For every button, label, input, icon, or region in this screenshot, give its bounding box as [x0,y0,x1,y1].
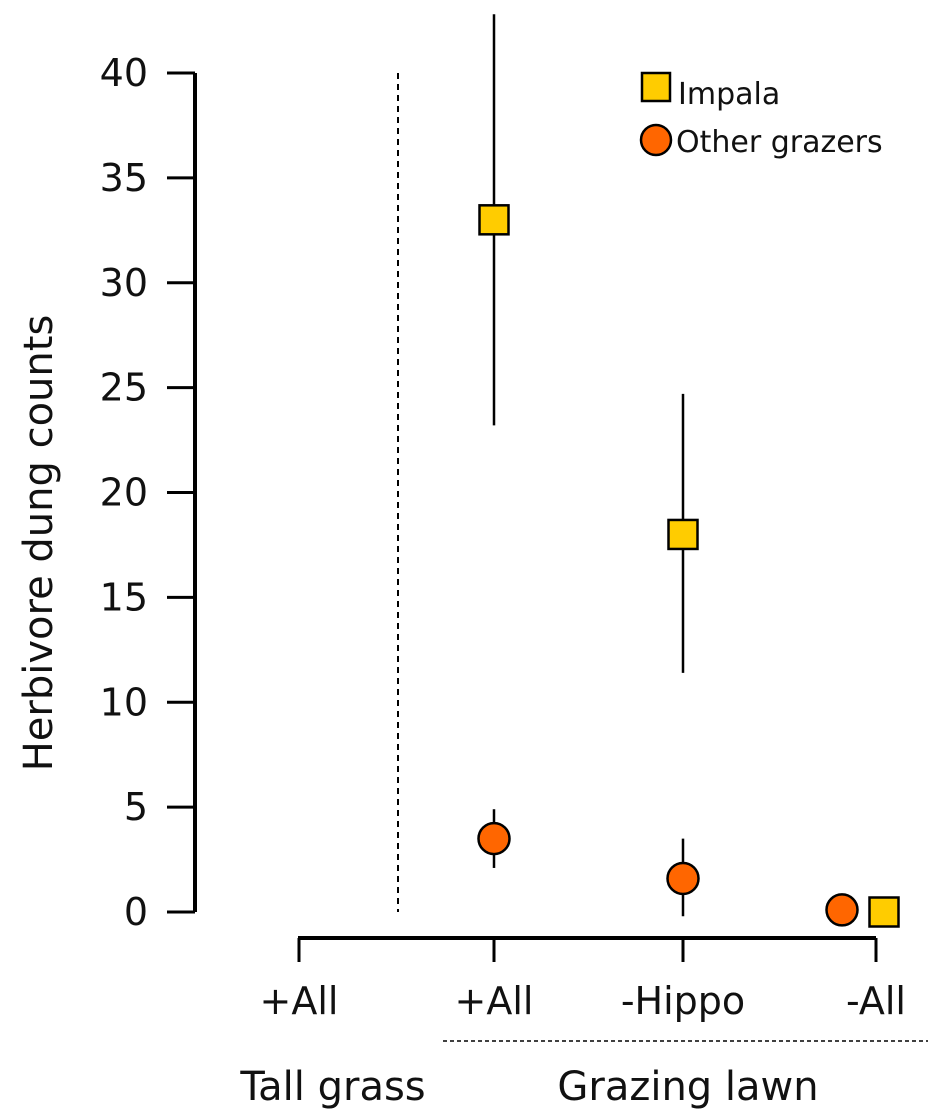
x-category-label: +All [260,979,339,1023]
x-ticks: +All +All -Hippo -All Tall grass Grazing lawn [239,938,906,1110]
impala-point [868,896,900,928]
y-tick-label: 20 [100,471,148,515]
group-label: Grazing lawn [557,1064,818,1110]
y-tick-label: 5 [124,785,148,829]
y-ticks: 0 5 10 15 20 25 30 35 40 [100,51,195,934]
impala-point [478,204,510,236]
x-category-label: +All [455,979,534,1023]
y-tick-label: 15 [100,575,148,619]
axes [193,73,928,1042]
legend-square-icon [640,71,672,103]
other-grazers-point [825,893,859,927]
y-tick-label: 0 [124,890,148,934]
y-tick-label: 25 [100,366,148,410]
x-category-label: -Hippo [621,979,745,1023]
group-label: Tall grass [239,1064,425,1110]
impala-point [667,518,699,551]
legend-label: Impala [678,77,780,112]
other-grazers-point [477,821,511,856]
y-axis-title: Herbivore dung counts [16,315,62,772]
other-grazers-point [666,861,700,896]
legend-circle-icon [639,123,673,157]
y-tick-label: 30 [100,261,148,305]
y-tick-label: 40 [100,51,148,95]
data-marks [477,14,900,928]
y-tick-label: 10 [100,680,148,724]
legend-label: Other grazers [676,125,883,160]
legend: Impala Other grazers [639,71,883,160]
x-category-label: -All [846,979,906,1023]
y-tick-label: 35 [100,156,148,200]
